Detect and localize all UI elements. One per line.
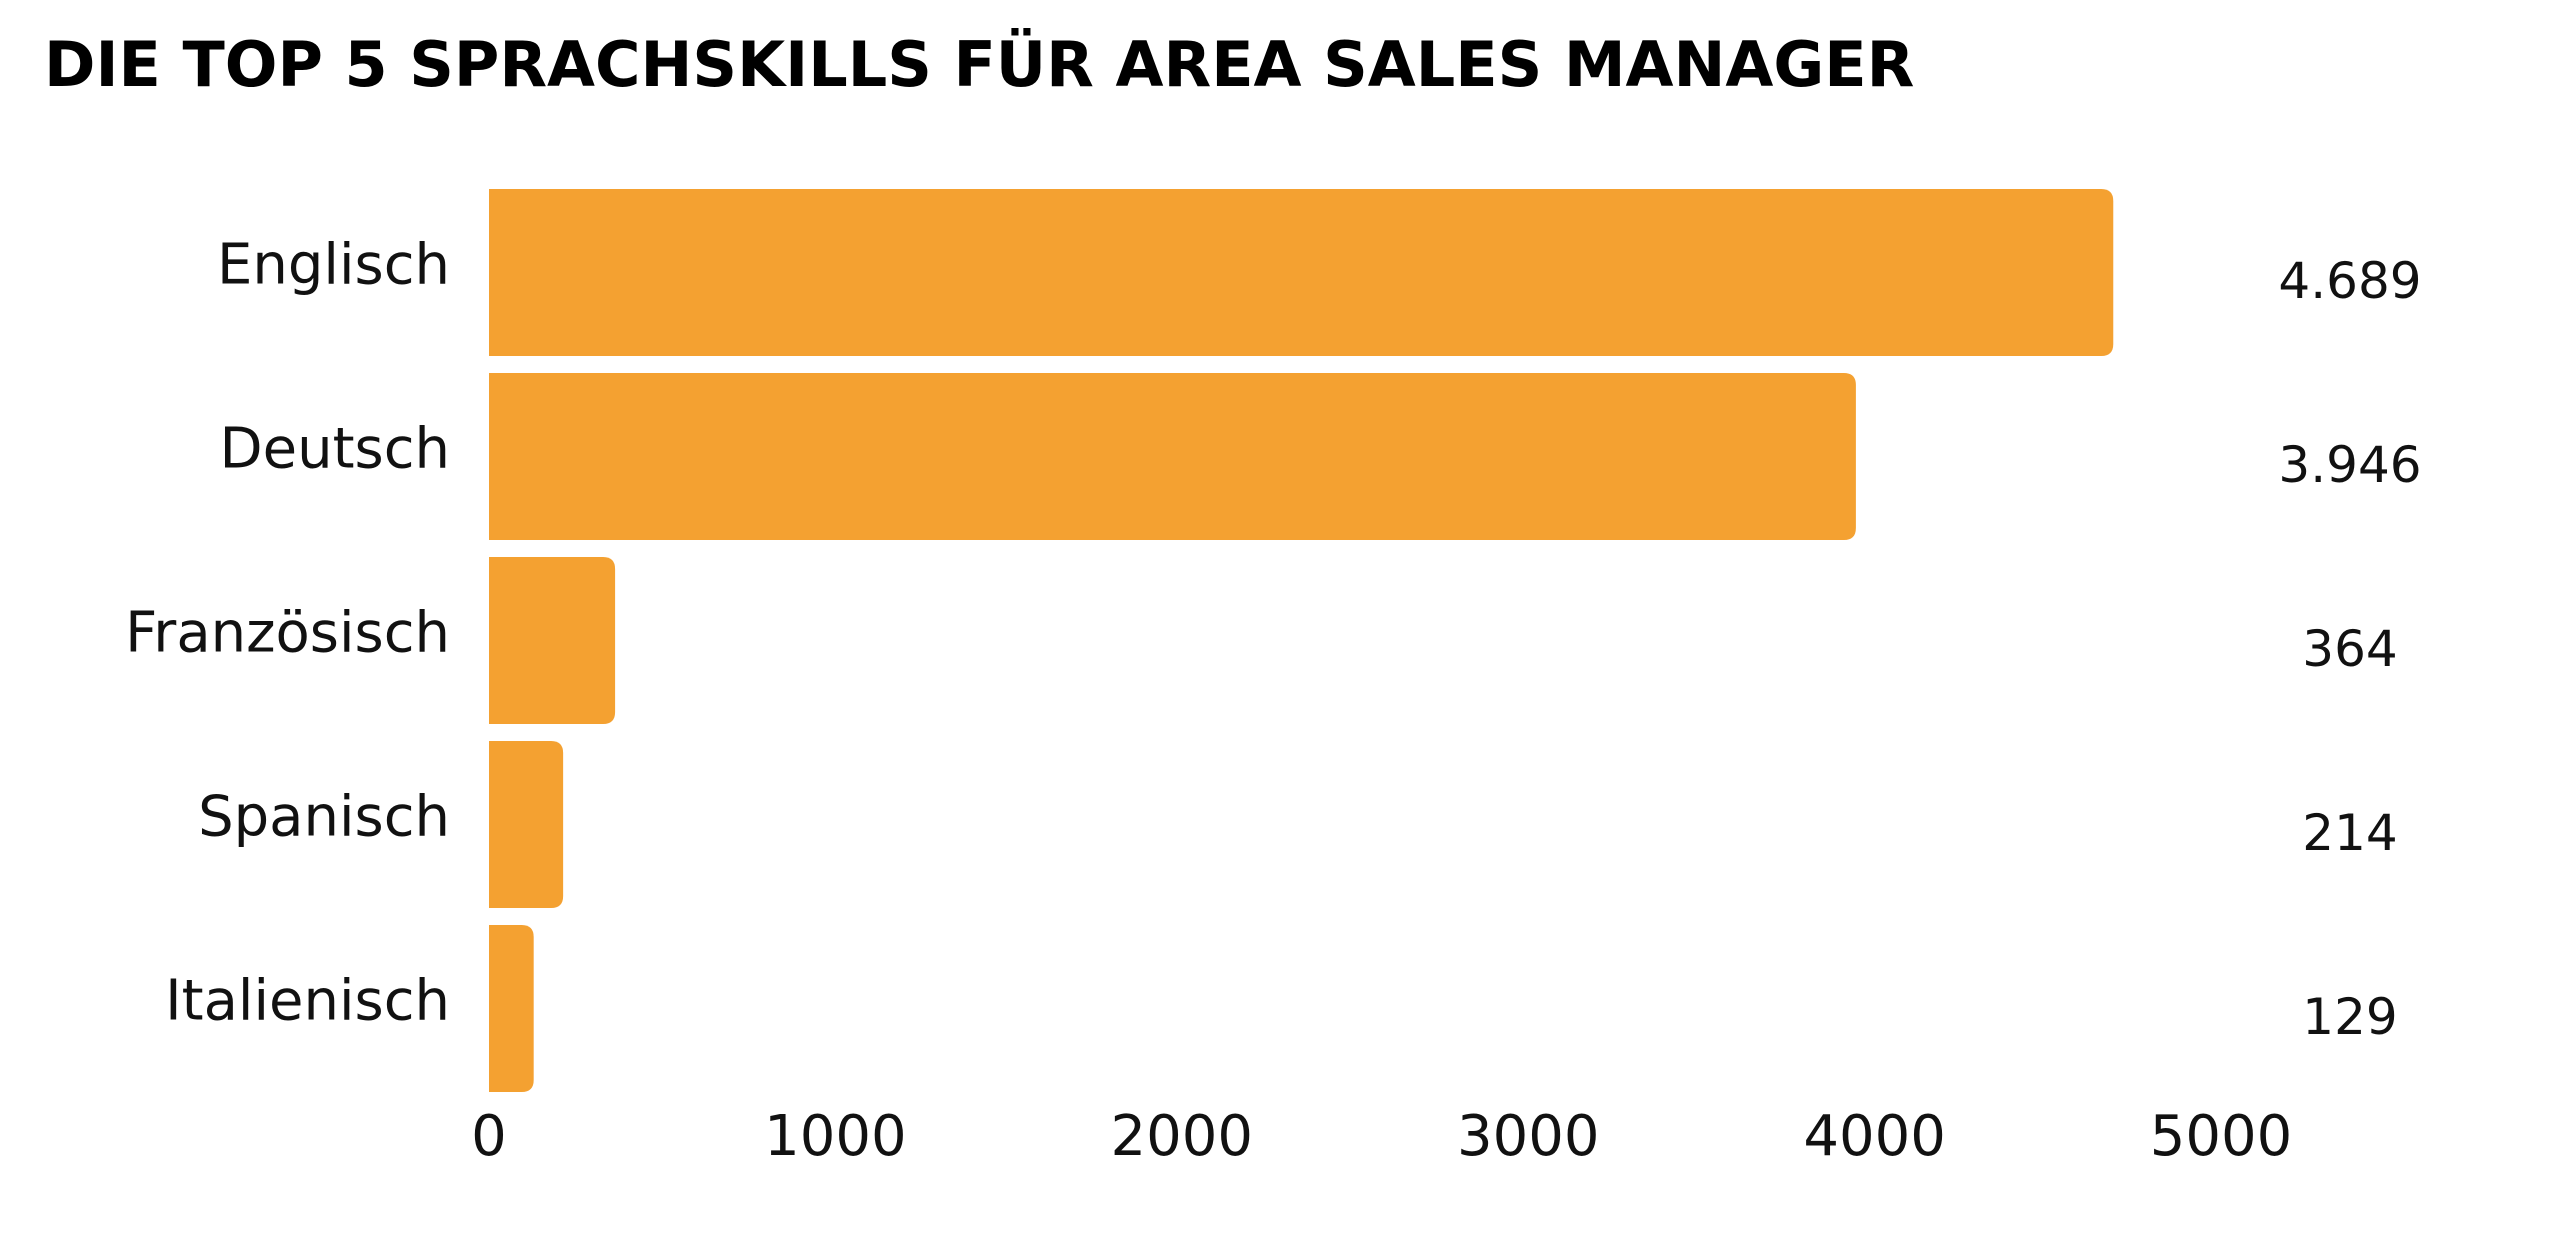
value-label: 3.946 [2278, 436, 2421, 494]
bar [489, 557, 616, 724]
x-tick-label: 5000 [2150, 1104, 2293, 1169]
y-tick-label: Französisch [125, 601, 450, 666]
bar [489, 373, 1856, 540]
y-tick-label: Italienisch [165, 969, 450, 1034]
bar [489, 925, 534, 1092]
chart-title: DIE TOP 5 SPRACHSKILLS FÜR AREA SALES MA… [44, 28, 1914, 101]
x-tick-label: 3000 [1457, 1104, 1600, 1169]
value-label: 214 [2302, 804, 2397, 862]
value-label: 129 [2302, 988, 2397, 1046]
x-tick-label: 0 [471, 1104, 507, 1169]
y-tick-label: Deutsch [220, 417, 450, 482]
value-label: 364 [2302, 620, 2397, 678]
x-tick-label: 4000 [1803, 1104, 1946, 1169]
x-tick-label: 2000 [1111, 1104, 1254, 1169]
x-tick-label: 1000 [764, 1104, 907, 1169]
y-tick-label: Spanisch [198, 785, 450, 850]
bar [489, 189, 2114, 356]
bar [489, 741, 564, 908]
y-tick-label: Englisch [217, 233, 450, 298]
value-label: 4.689 [2278, 252, 2421, 310]
